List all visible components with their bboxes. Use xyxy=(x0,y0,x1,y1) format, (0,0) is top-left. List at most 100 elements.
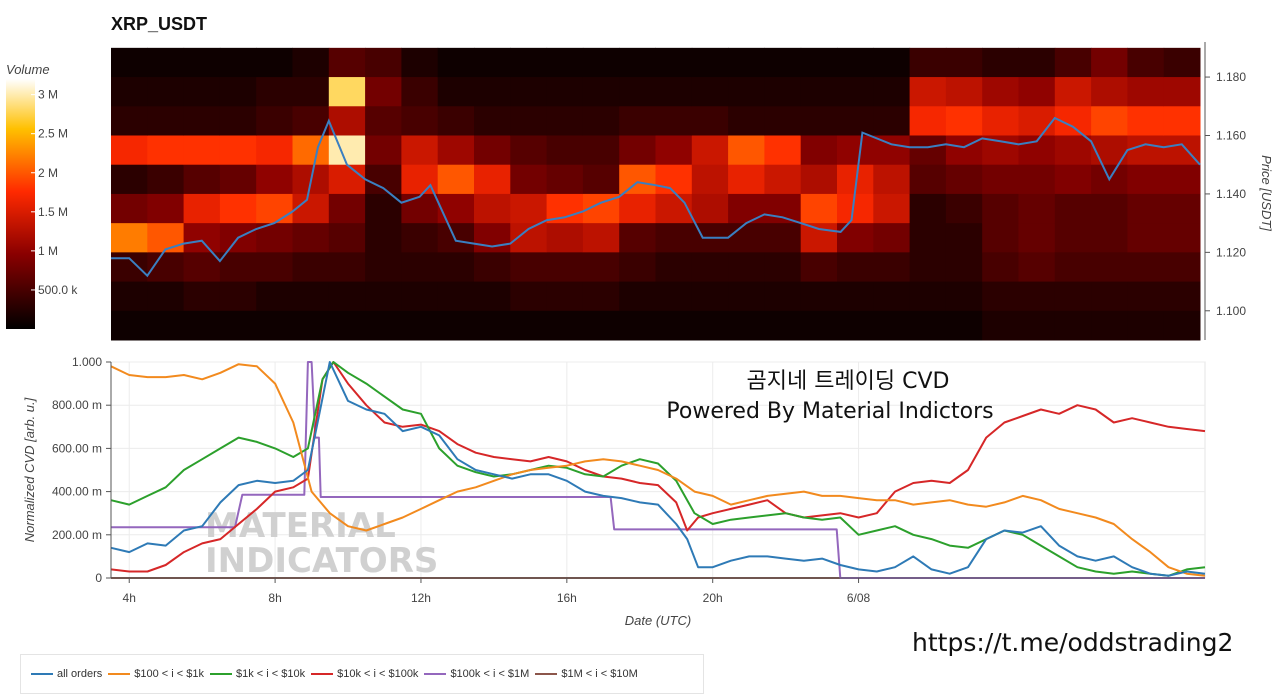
legend-item-1k-10k[interactable]: $1k < i < $10k xyxy=(209,668,305,680)
legend-label: $100k < i < $1M xyxy=(450,668,530,680)
heatmap-cell xyxy=(909,310,947,341)
heatmap-cell xyxy=(474,223,511,253)
heatmap-cell xyxy=(1091,223,1128,253)
heatmap-cell xyxy=(183,77,221,107)
heatmap-cell xyxy=(183,135,221,166)
cvd-x-tick-label: 8h xyxy=(268,591,281,605)
heatmap-cell xyxy=(982,310,1019,341)
cvd-y-tick-label: 0 xyxy=(95,571,102,585)
cvd-series-line xyxy=(110,363,1206,577)
heatmap-cell xyxy=(764,252,802,283)
heatmap-cells xyxy=(111,47,1201,341)
heatmap-cell xyxy=(256,164,293,195)
legend-label: all orders xyxy=(57,668,103,680)
heatmap-cell xyxy=(619,106,656,136)
heatmap-cell xyxy=(328,77,366,107)
heatmap-cell xyxy=(1127,106,1165,136)
heatmap-cell xyxy=(546,106,584,136)
heatmap-cell xyxy=(147,281,185,312)
heatmap-cell xyxy=(401,310,439,341)
heatmap-cell xyxy=(1054,193,1092,224)
heatmap-cell xyxy=(728,281,765,312)
heatmap-cell xyxy=(401,77,439,107)
heatmap-cell xyxy=(1091,77,1128,107)
cvd-series-line xyxy=(110,361,1206,577)
heatmap-cell xyxy=(111,77,148,107)
legend: all orders $100 < i < $1k $1k < i < $10k… xyxy=(20,654,704,694)
heatmap-cell xyxy=(474,193,511,224)
heatmap-cell xyxy=(909,281,947,312)
heatmap-cell xyxy=(183,193,221,224)
heatmap-cell xyxy=(691,164,729,195)
heatmap-cell xyxy=(1054,252,1092,283)
heatmap-cell xyxy=(219,281,257,312)
heatmap-cell xyxy=(1163,223,1201,253)
legend-item-all-orders[interactable]: all orders xyxy=(31,668,102,680)
heatmap-cell xyxy=(945,164,983,195)
heatmap-cell xyxy=(619,223,656,253)
heatmap-cell xyxy=(945,310,983,341)
legend-label: $10k < i < $100k xyxy=(337,668,419,680)
heatmap-cell xyxy=(437,281,475,312)
heatmap-cell xyxy=(510,252,548,283)
price-tick-label: 1.140 xyxy=(1216,187,1246,201)
heatmap-cell xyxy=(764,223,802,253)
heatmap-cell xyxy=(873,77,911,107)
heatmap-cell xyxy=(1091,135,1128,166)
heatmap-cell xyxy=(437,47,475,78)
overlay-title: 곰지네 트레이딩 CVD xyxy=(746,369,949,394)
heatmap-cell xyxy=(111,281,148,312)
heatmap-cell xyxy=(582,252,620,283)
heatmap-cell xyxy=(328,135,366,166)
legend-label: $1M < i < $10M xyxy=(561,668,638,680)
legend-item-1m-10m[interactable]: $1M < i < $10M xyxy=(535,668,638,680)
heatmap-cell xyxy=(909,47,947,78)
heatmap-cell xyxy=(1091,106,1128,136)
heatmap-cell xyxy=(691,106,729,136)
heatmap-cell xyxy=(945,223,983,253)
heatmap-cell xyxy=(292,77,330,107)
heatmap-cell xyxy=(183,47,221,78)
legend-item-100-1k[interactable]: $100 < i < $1k xyxy=(108,668,204,680)
heatmap-cell xyxy=(837,106,874,136)
heatmap-cell xyxy=(147,223,185,253)
cvd-panel: MATERIAL INDICATORS 1.000 800.00 m 600.00 … xyxy=(22,355,1206,628)
legend-item-100k-1m[interactable]: $100k < i < $1M xyxy=(424,668,529,680)
legend-label: $100 < i < $1k xyxy=(134,668,204,680)
heatmap-cell xyxy=(474,281,511,312)
heatmap-cell xyxy=(800,106,838,136)
heatmap-cell xyxy=(1163,281,1201,312)
heatmap-cell xyxy=(1018,164,1056,195)
heatmap-cell xyxy=(437,164,475,195)
heatmap-cell xyxy=(365,47,402,78)
heatmap-cell xyxy=(437,135,475,166)
cvd-y-tick-label: 400.00 m xyxy=(52,485,102,499)
heatmap-cell xyxy=(292,135,330,166)
colorbar-tick-label: 500.0 k xyxy=(38,283,78,297)
heatmap-cell xyxy=(1054,77,1092,107)
heatmap-cell xyxy=(147,77,185,107)
heatmap-cell xyxy=(437,252,475,283)
heatmap-cell xyxy=(365,164,402,195)
cvd-x-tick-label: 6/08 xyxy=(847,591,871,605)
heatmap-cell xyxy=(619,252,656,283)
heatmap-cell xyxy=(474,252,511,283)
heatmap-cell xyxy=(1127,310,1165,341)
heatmap-cell xyxy=(1127,135,1165,166)
heatmap-cell xyxy=(1163,106,1201,136)
cvd-series-line xyxy=(110,361,1206,577)
heatmap-cell xyxy=(800,77,838,107)
heatmap-cell xyxy=(147,135,185,166)
heatmap-cell xyxy=(256,47,293,78)
heatmap-cell xyxy=(837,223,874,253)
heatmap-cell xyxy=(401,47,439,78)
heatmap-cell xyxy=(1054,223,1092,253)
heatmap-cell xyxy=(837,252,874,283)
colorbar-tick-label: 3 M xyxy=(38,88,58,102)
heatmap-cell xyxy=(546,77,584,107)
heatmap-cell xyxy=(582,47,620,78)
heatmap-cell xyxy=(183,223,221,253)
heatmap-cell xyxy=(800,193,838,224)
heatmap-cell xyxy=(111,193,148,224)
legend-item-10k-100k[interactable]: $10k < i < $100k xyxy=(311,668,418,680)
